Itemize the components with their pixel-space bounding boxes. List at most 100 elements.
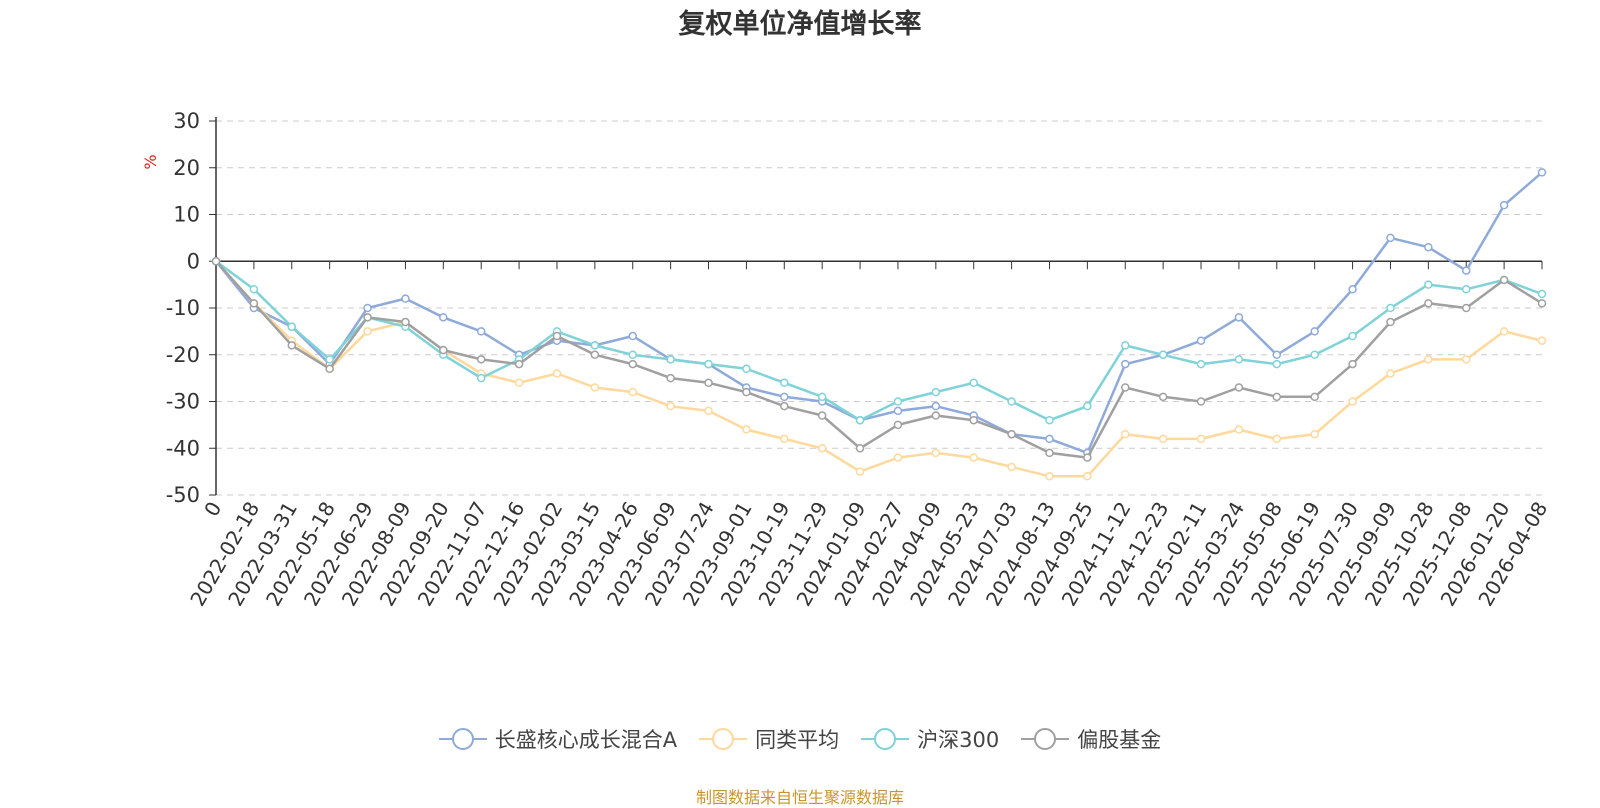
data-point	[363, 313, 372, 322]
data-point	[1424, 299, 1433, 308]
data-point	[1424, 280, 1433, 289]
data-point	[1121, 359, 1130, 369]
data-point	[552, 369, 562, 378]
y-tick-label: -30	[166, 390, 200, 414]
data-point	[1121, 341, 1130, 350]
y-axis-label: %	[141, 154, 160, 169]
data-point	[969, 378, 978, 388]
data-point	[1158, 392, 1168, 402]
series-lines	[211, 168, 1547, 481]
data-point	[931, 401, 941, 411]
y-axis-ticks: 30 20 10 0 -10 -20 -30 -40 -50	[166, 109, 216, 507]
data-point	[1386, 303, 1395, 313]
y-tick-label: 0	[187, 249, 200, 273]
series-line-2	[215, 260, 1543, 422]
data-point	[817, 444, 827, 453]
legend-item-2[interactable]: 沪深300	[861, 724, 999, 754]
data-point	[590, 350, 600, 359]
data-point	[1158, 434, 1168, 444]
data-point	[1348, 285, 1357, 294]
data-point	[1310, 392, 1319, 402]
data-point	[211, 257, 221, 266]
data-point	[1234, 383, 1244, 392]
data-point	[1007, 429, 1016, 439]
series-line-3	[215, 260, 1543, 459]
data-point	[817, 411, 827, 420]
data-point	[401, 294, 410, 303]
legend-marker-icon	[861, 728, 910, 750]
data-point	[514, 359, 524, 369]
data-point	[287, 322, 297, 331]
data-point	[931, 411, 941, 420]
data-point	[1499, 275, 1509, 285]
data-point	[893, 397, 903, 406]
data-point	[514, 378, 524, 388]
data-point	[363, 327, 372, 336]
legend: 长盛核心成长混合A 同类平均 沪深300 偏股基金	[0, 724, 1600, 754]
data-point	[780, 401, 789, 411]
data-source-note: 制图数据来自恒生聚源数据库	[695, 788, 904, 807]
data-point	[628, 331, 637, 341]
chart-title: 复权单位净值增长率	[678, 9, 922, 40]
data-point	[893, 453, 903, 462]
data-point	[666, 355, 675, 364]
data-point	[855, 444, 865, 453]
data-point	[1386, 233, 1395, 243]
data-point	[1158, 350, 1168, 359]
data-point	[1196, 397, 1206, 406]
data-point	[1537, 168, 1547, 177]
data-point	[931, 448, 941, 458]
data-point	[1196, 336, 1206, 345]
data-point	[1045, 448, 1054, 458]
data-point	[476, 355, 486, 364]
x-tick-label: 0	[199, 498, 226, 521]
legend-label: 偏股基金	[1077, 728, 1162, 752]
data-point	[1348, 397, 1357, 406]
legend-label: 长盛核心成长混合A	[494, 728, 678, 752]
legend-item-3[interactable]: 偏股基金	[1021, 724, 1161, 754]
data-point	[1537, 289, 1547, 299]
data-point	[1537, 299, 1547, 308]
data-point	[363, 303, 372, 313]
data-point	[742, 425, 751, 434]
data-point	[1272, 434, 1282, 444]
data-point	[439, 345, 448, 355]
y-tick-label: -50	[166, 483, 200, 507]
data-point	[969, 415, 978, 425]
data-point	[628, 359, 637, 369]
data-point	[1424, 242, 1433, 252]
data-point	[325, 364, 334, 374]
data-point	[817, 392, 827, 402]
data-point	[855, 415, 865, 425]
data-point	[401, 317, 410, 327]
data-point	[1007, 462, 1016, 472]
data-point	[1083, 453, 1092, 462]
data-point	[704, 406, 713, 416]
data-point	[1045, 415, 1054, 425]
data-point	[742, 387, 751, 397]
data-point	[1499, 200, 1509, 210]
legend-marker-icon	[438, 728, 487, 750]
data-point	[1121, 429, 1130, 439]
data-point	[1272, 359, 1282, 369]
series-line-0	[215, 171, 1543, 455]
data-point	[1310, 350, 1319, 359]
data-point	[590, 341, 600, 350]
data-point	[1386, 369, 1395, 378]
legend-item-1[interactable]: 同类平均	[699, 724, 839, 754]
data-point	[931, 387, 941, 397]
data-point	[1272, 350, 1282, 359]
data-point	[1348, 331, 1357, 341]
data-point	[742, 364, 751, 374]
legend-marker-icon	[699, 728, 748, 750]
data-point	[1537, 336, 1547, 345]
data-point	[249, 299, 259, 308]
data-point	[1461, 285, 1471, 294]
legend-item-0[interactable]: 长盛核心成长混合A	[438, 724, 678, 754]
data-point	[1234, 355, 1244, 364]
data-point	[1045, 472, 1054, 481]
y-tick-label: 30	[173, 109, 200, 133]
data-point	[704, 359, 713, 369]
legend-label: 沪深300	[917, 728, 1000, 752]
